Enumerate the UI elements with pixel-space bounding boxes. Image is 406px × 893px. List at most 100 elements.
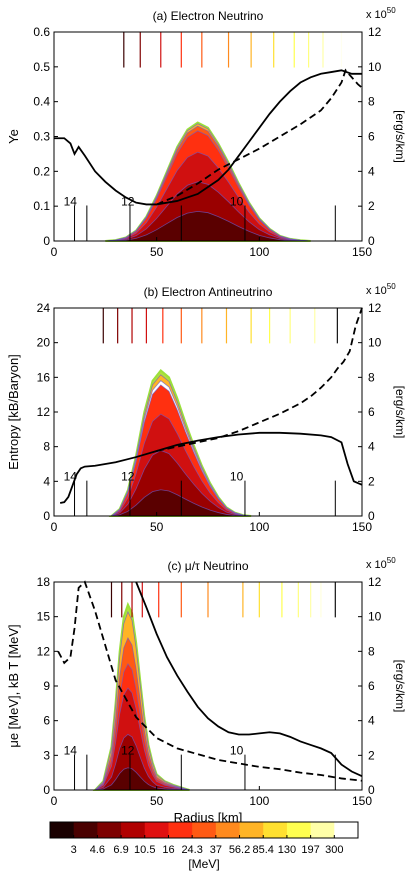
- y-tick-label: 0.3: [33, 130, 50, 144]
- colorbar-swatch: [215, 822, 241, 838]
- y2-tick-label: 10: [368, 610, 382, 624]
- dashed-profile-line: [156, 307, 363, 452]
- y-tick-label: 0: [43, 509, 50, 523]
- x-tick-label: 100: [249, 245, 269, 259]
- colorbar-tick-label: 197: [301, 844, 319, 856]
- x-tick-label: 150: [352, 245, 372, 259]
- colorbar-swatch: [50, 822, 75, 838]
- x-tick-label: 100: [249, 520, 269, 534]
- solid-profile-line: [135, 581, 363, 777]
- y-tick-label: 0: [43, 234, 50, 248]
- x-tick-label: 50: [150, 520, 164, 534]
- x-tick-label: 0: [51, 794, 58, 808]
- y-tick-label: 4: [43, 474, 50, 488]
- panel-title: (b) Electron Antineutrino: [144, 285, 273, 299]
- y-tick-label: 12: [37, 644, 51, 658]
- solid-profile-line: [59, 431, 363, 504]
- y-tick-label: 0.6: [33, 25, 50, 39]
- x-tick-label: 50: [150, 245, 164, 259]
- colorbar-swatch: [239, 822, 264, 838]
- y2-tick-label: 2: [368, 199, 375, 213]
- colorbar-tick-label: 85.4: [253, 844, 274, 856]
- colorbar-tick-label: 4.6: [90, 844, 105, 856]
- colorbar: 3 4.6 6.9 10.5 16 24.3 37 56.2 85.4 130 197 300 [MeV…: [49, 821, 359, 871]
- colorbar-tick-label: 56.2: [229, 844, 250, 856]
- colorbar-tick-label: 37: [210, 844, 222, 856]
- colorbar-tick-label: 10.5: [134, 844, 155, 856]
- colorbar-tick-label: 24.3: [181, 844, 202, 856]
- y2-tick-label: 6: [368, 679, 375, 693]
- luminosity-band: [95, 767, 190, 791]
- mass-label: 12: [121, 194, 135, 208]
- y-tick-label: 15: [37, 610, 51, 624]
- y2-tick-label: 12: [368, 301, 382, 315]
- mass-label: 10: [230, 194, 244, 208]
- y2-tick-label: 2: [368, 474, 375, 488]
- y2-tick-label: 6: [368, 130, 375, 144]
- y-tick-label: 24: [37, 301, 51, 315]
- colorbar-tick-label: 16: [162, 844, 174, 856]
- colorbar-swatch: [310, 822, 335, 838]
- colorbar-swatch: [121, 822, 146, 838]
- right-exponent: x 1050: [366, 6, 396, 21]
- colorbar-swatch: [168, 822, 193, 838]
- colorbar-tick-label: 6.9: [113, 844, 128, 856]
- y-tick-label: 20: [37, 336, 51, 350]
- colorbar-swatch: [192, 822, 217, 838]
- y-tick-label: 9: [43, 679, 50, 693]
- y-tick-label: 3: [43, 748, 50, 762]
- right-exponent: x 1050: [366, 556, 396, 571]
- y-tick-label: 8: [43, 440, 50, 454]
- y-tick-label: 0.2: [33, 164, 50, 178]
- mass-label: 10: [230, 744, 244, 758]
- mass-label: 14: [64, 194, 78, 208]
- colorbar-swatch: [334, 822, 359, 838]
- mass-label: 12: [121, 470, 135, 484]
- y2-tick-label: 2: [368, 748, 375, 762]
- y-tick-label: 0.5: [33, 60, 50, 74]
- y2-tick-label: 8: [368, 95, 375, 109]
- colorbar-swatch: [97, 822, 122, 838]
- y2-tick-label: 4: [368, 164, 375, 178]
- x-tick-label: 50: [150, 794, 164, 808]
- luminosity-band: [105, 210, 311, 242]
- panel-title: (c) μ/τ Neutrino: [167, 559, 248, 573]
- dashed-profile-line: [156, 68, 363, 206]
- panel-title: (a) Electron Neutrino: [153, 9, 264, 23]
- x-tick-label: 0: [51, 520, 58, 534]
- mass-label: 10: [230, 470, 244, 484]
- y-tick-label: 6: [43, 714, 50, 728]
- dashed-profile-line: [57, 580, 363, 782]
- y-tick-label: 18: [37, 575, 51, 589]
- left-axis-label: Entropy [kB/Baryon]: [6, 354, 21, 470]
- x-tick-label: 100: [249, 794, 269, 808]
- colorbar-swatch: [286, 822, 312, 838]
- y2-tick-label: 4: [368, 440, 375, 454]
- solid-profile-line: [54, 69, 362, 206]
- colorbar-tick-label: 300: [325, 844, 343, 856]
- mass-label: 14: [64, 744, 78, 758]
- colorbar-swatch: [144, 822, 169, 838]
- luminosity-band: [105, 181, 311, 242]
- colorbar-tick-label: 3: [71, 844, 77, 856]
- right-exponent: x 1050: [366, 282, 396, 297]
- colorbar-frame: [49, 821, 359, 839]
- y2-tick-label: 10: [368, 336, 382, 350]
- left-axis-label: μe [MeV], kB T [MeV]: [6, 624, 21, 747]
- right-axis-label: [erg/s/km]: [393, 386, 406, 439]
- mass-label: 12: [121, 744, 135, 758]
- x-tick-label: 0: [51, 245, 58, 259]
- left-axis-label: Ye: [6, 129, 21, 144]
- colorbar-swatch: [73, 822, 98, 838]
- y-tick-label: 0.1: [33, 199, 50, 213]
- colorbar-unit-label: [MeV]: [188, 857, 219, 871]
- x-tick-label: 150: [352, 520, 372, 534]
- y2-tick-label: 8: [368, 370, 375, 384]
- colorbar-tick-label: 130: [278, 844, 296, 856]
- y2-tick-label: 0: [368, 509, 375, 523]
- y2-tick-label: 12: [368, 25, 382, 39]
